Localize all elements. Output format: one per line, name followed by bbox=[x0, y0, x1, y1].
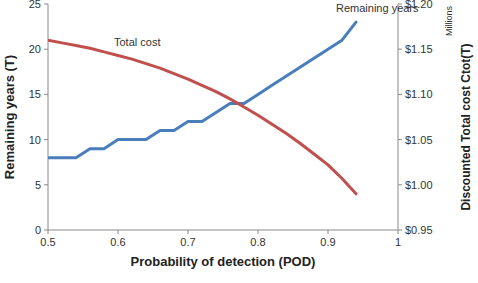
y2-tick bbox=[398, 94, 402, 95]
y2-tick-label: $1.10 bbox=[405, 88, 433, 100]
y-tick-label: 15 bbox=[29, 88, 41, 100]
y2-axis-title: Discounted Total cost Ctot(T) bbox=[459, 43, 473, 210]
x-tick-label: 0.9 bbox=[320, 236, 335, 248]
x-tick bbox=[48, 230, 49, 234]
x-axis bbox=[48, 230, 398, 231]
x-tick-label: 0.7 bbox=[180, 236, 195, 248]
x-tick bbox=[328, 230, 329, 234]
series-line bbox=[48, 22, 356, 158]
chart: 0510152025$0.95$1.00$1.05$1.10$1.15$1.20… bbox=[0, 0, 478, 283]
x-tick-label: 0.6 bbox=[110, 236, 125, 248]
y-tick-label: 0 bbox=[35, 224, 41, 236]
x-tick-label: 1 bbox=[395, 236, 401, 248]
y-tick-label: 20 bbox=[29, 43, 41, 55]
x-tick bbox=[188, 230, 189, 234]
y2-tick-label: $1.05 bbox=[405, 134, 433, 146]
y2-unit-label: Millions bbox=[444, 6, 454, 37]
y2-tick bbox=[398, 230, 402, 231]
series-label: Total cost bbox=[114, 36, 160, 48]
y-tick-label: 10 bbox=[29, 134, 41, 146]
x-tick-label: 0.8 bbox=[250, 236, 265, 248]
y-tick bbox=[44, 139, 48, 140]
y-axis-title: Remaining years (T) bbox=[2, 55, 17, 179]
x-tick bbox=[398, 230, 399, 234]
x-axis-title: Probability of detection (POD) bbox=[131, 254, 316, 269]
y2-tick-label: $1.00 bbox=[405, 179, 433, 191]
x-tick bbox=[118, 230, 119, 234]
y-tick bbox=[44, 230, 48, 231]
y2-axis bbox=[398, 4, 399, 230]
y-tick bbox=[44, 94, 48, 95]
series-line bbox=[48, 40, 356, 194]
y2-tick bbox=[398, 184, 402, 185]
y-tick bbox=[44, 184, 48, 185]
y-tick bbox=[44, 4, 48, 5]
y2-tick bbox=[398, 139, 402, 140]
series-label: Remaining years bbox=[336, 2, 419, 14]
x-tick-label: 0.5 bbox=[40, 236, 55, 248]
y-tick-label: 5 bbox=[35, 179, 41, 191]
y2-tick-label: $0.95 bbox=[405, 224, 433, 236]
x-tick bbox=[258, 230, 259, 234]
plot-area bbox=[48, 22, 356, 194]
y-tick-label: 25 bbox=[29, 0, 41, 10]
y-axis bbox=[48, 4, 49, 230]
y2-tick bbox=[398, 49, 402, 50]
y-tick bbox=[44, 49, 48, 50]
y2-tick-label: $1.15 bbox=[405, 43, 433, 55]
